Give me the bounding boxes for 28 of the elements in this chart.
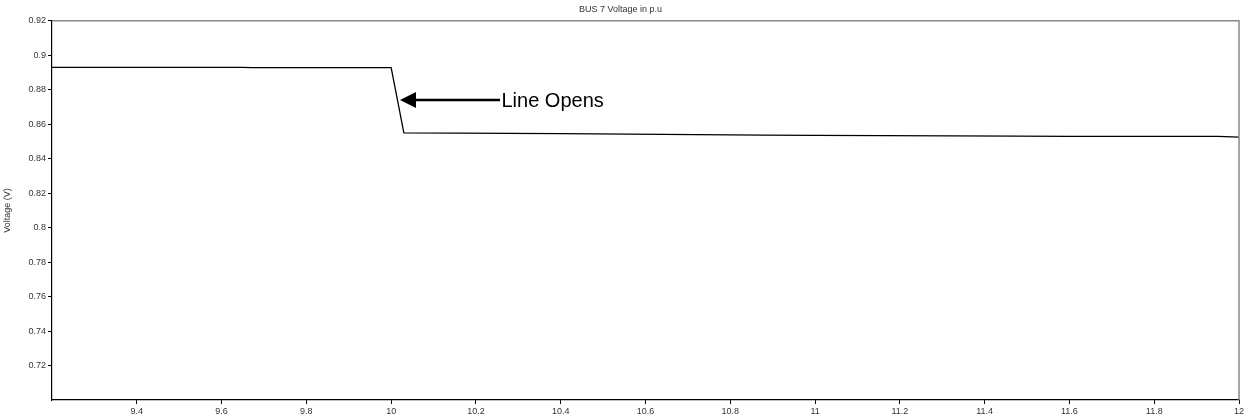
- x-tick-label: 11.8: [1145, 405, 1163, 416]
- x-tick-label: 11: [810, 405, 820, 416]
- y-tick-label: 0.74: [28, 325, 46, 336]
- annotation: Line Opens: [501, 88, 604, 113]
- y-tick-label: 0.78: [28, 256, 46, 267]
- y-tick-label: 0.88: [28, 84, 46, 95]
- x-tick-label: 11.2: [891, 405, 909, 416]
- x-tick-label: 10.2: [467, 405, 485, 416]
- chart-title: BUS 7 Voltage in p.u: [578, 3, 663, 14]
- y-tick-label: 0.92: [28, 15, 46, 26]
- y-tick-label: 0.8: [33, 222, 46, 233]
- y-tick-label: 0.84: [28, 153, 46, 164]
- x-tick-label: 10.4: [551, 405, 570, 416]
- x-tick-label: 10.6: [636, 405, 655, 416]
- x-tick-label: 10.8: [721, 405, 740, 416]
- y-tick-label: 0.82: [28, 187, 46, 198]
- x-tick-label: 9.4: [130, 405, 144, 416]
- y-tick-label: 0.9: [33, 49, 46, 60]
- x-tick-label: 12: [1233, 405, 1245, 416]
- y-tick-label: 0.72: [28, 360, 46, 371]
- y-tick-label: 0.76: [28, 291, 46, 302]
- y-tick-label: 0.86: [28, 118, 46, 129]
- x-tick-label: 11.6: [1061, 405, 1078, 416]
- x-tick-label: 11.4: [976, 405, 994, 416]
- x-tick-label: 9.6: [215, 405, 228, 416]
- x-tick-label: 10: [386, 405, 397, 416]
- x-tick-label: 9.8: [300, 405, 313, 416]
- y-axis-title: Voltage (V): [1, 188, 12, 233]
